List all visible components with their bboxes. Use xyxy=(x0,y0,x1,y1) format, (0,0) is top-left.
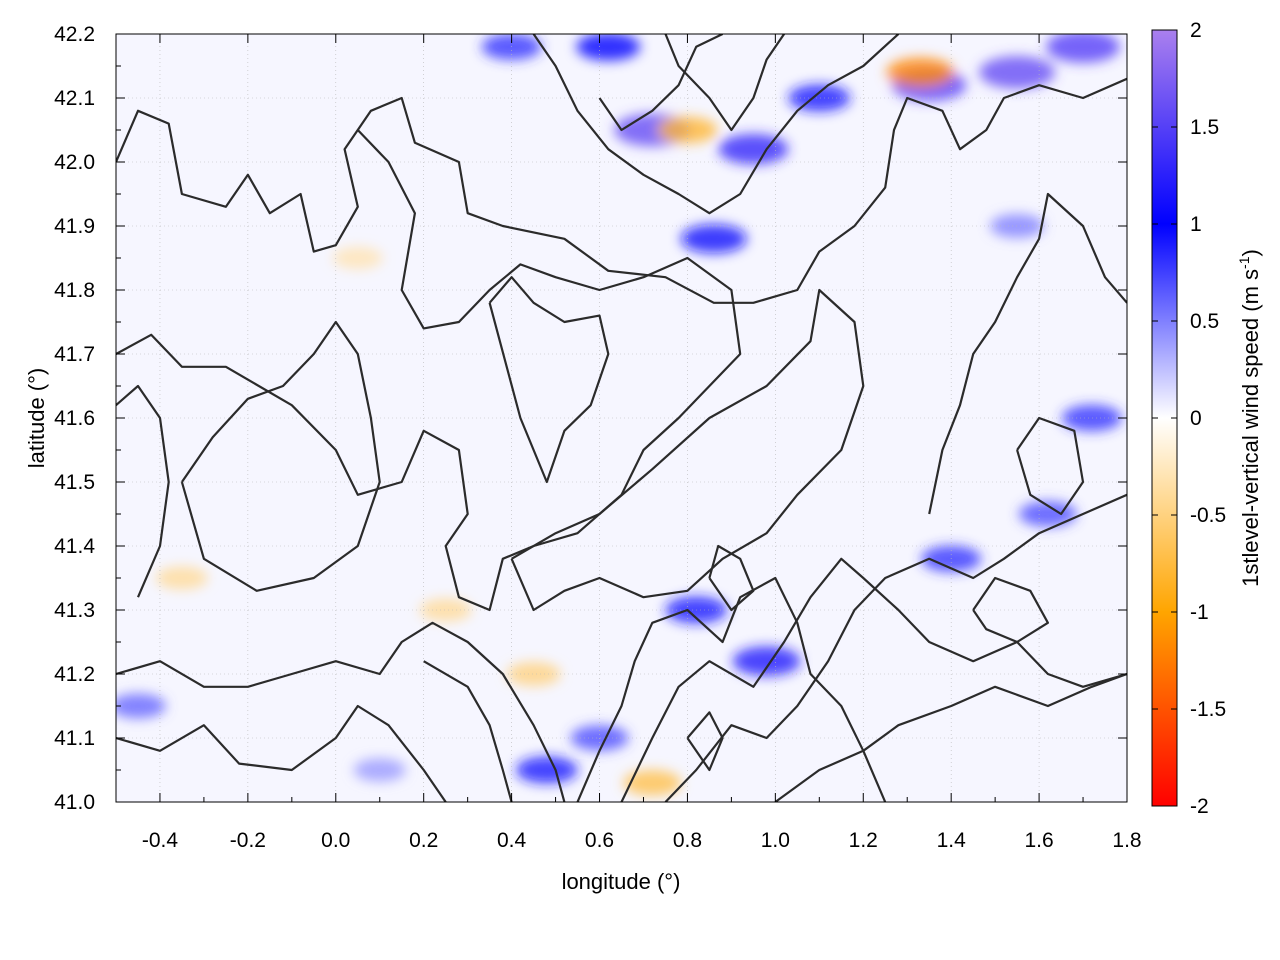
field-hotspot-8 xyxy=(732,646,801,676)
y-tick-label: 41.9 xyxy=(54,215,95,238)
y-tick-label: 41.5 xyxy=(54,471,95,494)
x-tick-label: 0.4 xyxy=(497,829,527,852)
colorbar-label: 1stlevel-vertical wind speed (m s-1) xyxy=(1236,249,1263,587)
y-tick-label: 41.0 xyxy=(54,791,95,814)
y-tick-label: 41.6 xyxy=(54,407,95,430)
colorbar-label-superscript: -1 xyxy=(1236,256,1252,269)
contour-line-17 xyxy=(423,660,513,802)
field-hotspot-1 xyxy=(718,134,789,165)
colorbar-tick-label: -2 xyxy=(1190,795,1209,818)
contour-line-1 xyxy=(180,320,381,592)
contour-line-0 xyxy=(116,77,1127,304)
wind-field-layer xyxy=(116,34,1122,796)
contour-line-7 xyxy=(576,576,887,802)
colorbar-ticks: 2 1.5 1 0.5 0 -0.5 -1 -1.5 -2 xyxy=(1152,19,1226,818)
x-tick-label: -0.2 xyxy=(230,829,266,852)
contour-line-13 xyxy=(598,34,724,132)
x-axis: -0.4 -0.2 0.0 0.2 0.4 0.6 0.8 1.0 1.2 1.4 1.6 1.8 xyxy=(142,34,1142,852)
colorbar-label-main: 1stlevel-vertical wind speed (m s xyxy=(1238,269,1263,587)
x-axis-label: longitude (°) xyxy=(562,869,681,894)
contour-line-10 xyxy=(774,672,1127,802)
x-tick-label: -0.4 xyxy=(142,829,179,852)
colorbar-tick-label: 1.5 xyxy=(1190,116,1219,139)
plot-area xyxy=(115,33,1128,803)
contour-line-4 xyxy=(510,288,865,612)
field-hotspot-10 xyxy=(515,756,578,784)
x-tick-label: 0.2 xyxy=(409,829,438,852)
y-tick-label: 42.1 xyxy=(54,87,95,110)
field-hotspot-4 xyxy=(1046,34,1121,63)
y-tick-label: 41.4 xyxy=(54,535,95,558)
contour-line-8 xyxy=(620,557,1127,802)
y-tick-label: 42.0 xyxy=(54,151,95,174)
contour-line-19 xyxy=(708,544,755,612)
field-hotspot-24 xyxy=(155,566,208,590)
colorbar-tick-label: 0.5 xyxy=(1190,310,1219,333)
field-hotspot-22 xyxy=(506,662,561,686)
field-hotspot-15 xyxy=(990,214,1045,238)
field-hotspot-16 xyxy=(788,84,851,112)
field-hotspot-13 xyxy=(1018,501,1077,527)
contour-line-15 xyxy=(664,34,786,132)
y-axis: 41.0 41.1 41.2 41.3 41.4 41.5 41.6 41.7 41.8 41.9… xyxy=(54,23,1127,814)
contour-line-12 xyxy=(1016,416,1085,516)
x-tick-label: 1.0 xyxy=(761,829,790,852)
plot-background xyxy=(116,34,1127,802)
colorbar-tick-label: -1 xyxy=(1190,601,1209,624)
terrain-contours xyxy=(116,34,1127,802)
colorbar-tick-label: -0.5 xyxy=(1190,504,1226,527)
y-tick-label: 41.1 xyxy=(54,727,95,750)
contour-line-9 xyxy=(664,493,1127,802)
field-hotspot-3 xyxy=(979,56,1056,89)
field-hotspot-6 xyxy=(576,34,641,61)
x-tick-label: 0.0 xyxy=(321,829,350,852)
field-hotspot-25 xyxy=(332,246,383,270)
colorbar-label-close: ) xyxy=(1238,249,1263,256)
colorbar: 2 1.5 1 0.5 0 -0.5 -1 -1.5 -2 1stlevel-vertical … xyxy=(1151,19,1263,818)
contour-line-14 xyxy=(532,34,900,215)
x-tick-label: 1.2 xyxy=(849,829,878,852)
x-tick-label: 0.6 xyxy=(585,829,614,852)
field-hotspot-17 xyxy=(116,693,166,719)
x-tick-label: 0.8 xyxy=(673,829,702,852)
colorbar-tick-label: 2 xyxy=(1190,19,1202,42)
field-hotspot-14 xyxy=(1061,404,1122,432)
y-tick-label: 41.3 xyxy=(54,599,95,622)
y-tick-label: 41.7 xyxy=(54,343,95,366)
contour-line-11 xyxy=(928,192,1127,515)
colorbar-tick-label: 0 xyxy=(1190,407,1202,430)
y-tick-label: 41.2 xyxy=(54,663,95,686)
contour-line-5 xyxy=(116,621,566,802)
y-tick-label: 41.8 xyxy=(54,279,95,302)
field-hotspot-18 xyxy=(353,758,406,782)
contour-line-16 xyxy=(116,384,170,598)
contour-line-18 xyxy=(972,576,1049,644)
contour-line-3 xyxy=(488,276,610,484)
colorbar-tick-label: -1.5 xyxy=(1190,698,1226,721)
contour-line-6 xyxy=(116,704,447,802)
x-tick-label: 1.4 xyxy=(937,829,967,852)
y-axis-label: latitude (°) xyxy=(24,368,49,469)
field-hotspot-19 xyxy=(886,57,955,88)
field-hotspot-21 xyxy=(419,598,472,622)
colorbar-tick-label: 1 xyxy=(1190,213,1202,236)
y-tick-label: 42.2 xyxy=(54,23,95,46)
field-hotspot-23 xyxy=(623,770,682,796)
field-hotspot-5 xyxy=(680,224,747,254)
contour-line-20 xyxy=(686,711,724,772)
x-tick-label: 1.6 xyxy=(1024,829,1053,852)
x-tick-label: 1.8 xyxy=(1112,829,1141,852)
